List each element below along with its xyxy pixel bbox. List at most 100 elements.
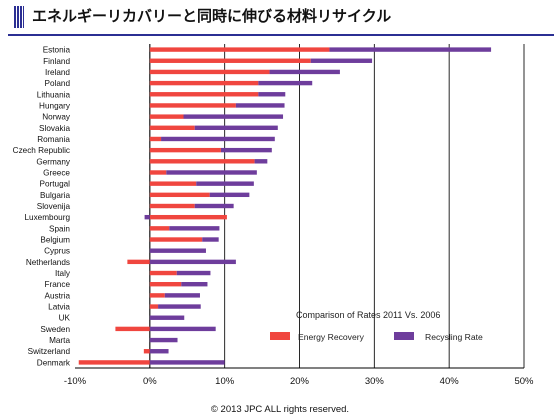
- bar-bulgaria-energy-recovery: [149, 192, 210, 198]
- header-stripe-decoration: [14, 6, 24, 28]
- x-tick-label-20: 20%: [290, 376, 310, 387]
- category-label-estonia: Estonia: [43, 46, 71, 55]
- category-label-sweden: Sweden: [40, 325, 70, 334]
- category-label-netherlands: Netherlands: [26, 258, 70, 267]
- category-label-latvia: Latvia: [48, 303, 70, 312]
- bar-belgium-energy-recovery: [149, 237, 203, 242]
- bar-finland-energy-recovery: [149, 58, 311, 63]
- category-label-portugal: Portugal: [40, 180, 71, 189]
- x-tick-label-0: 0%: [143, 376, 157, 387]
- chart-title: Comparison of Rates 2011 Vs. 2006: [296, 310, 440, 320]
- bar-norway-energy-recovery: [149, 114, 184, 119]
- bar-switzerland-recysling-rate: [149, 349, 169, 354]
- bar-italy-recysling-rate: [176, 270, 211, 276]
- bar-denmark-energy-recovery: [78, 360, 150, 365]
- bar-switzerland-energy-recovery: [143, 349, 150, 354]
- bar-lithuania-energy-recovery: [149, 92, 259, 97]
- category-label-czech-republic: Czech Republic: [13, 146, 70, 155]
- legend-label-energy-recovery: Energy Recovery: [298, 332, 365, 342]
- category-label-france: France: [45, 280, 71, 289]
- bar-sweden-recysling-rate: [149, 326, 216, 332]
- x-tick-label-10: -10%: [64, 376, 87, 387]
- bar-lithuania-recysling-rate: [258, 92, 286, 97]
- x-tick-label-50: 50%: [514, 376, 534, 387]
- legend-label-recycling-rate: Recysling Rate: [425, 332, 483, 342]
- bar-slovakia-recysling-rate: [194, 125, 278, 130]
- bar-bulgaria-recysling-rate: [209, 192, 250, 198]
- bar-poland-recysling-rate: [258, 80, 313, 86]
- bar-czech-republic-energy-recovery: [149, 147, 221, 153]
- bar-slovenija-recysling-rate: [194, 203, 234, 209]
- bar-spain-recysling-rate: [169, 226, 220, 231]
- bar-latvia-recysling-rate: [158, 304, 201, 309]
- x-tick-label-40: 40%: [440, 376, 460, 387]
- category-label-italy: Italy: [55, 269, 71, 278]
- bar-romania-recysling-rate: [161, 136, 275, 142]
- bar-greece-recysling-rate: [166, 170, 257, 175]
- bar-germany-recysling-rate: [254, 159, 268, 164]
- bar-romania-energy-recovery: [149, 136, 162, 142]
- bar-marta-recysling-rate: [149, 337, 178, 343]
- legend: Comparison of Rates 2011 Vs. 2006 Energy…: [270, 310, 483, 342]
- category-label-hungary: Hungary: [39, 101, 71, 110]
- bar-austria-recysling-rate: [164, 293, 200, 298]
- page-title: エネルギーリカバリーと同時に伸びる材料リサイクル: [32, 7, 392, 25]
- bar-luxembourg-energy-recovery: [149, 214, 227, 220]
- bar-luxembourg-recysling-rate: [144, 214, 150, 220]
- title-rule: [8, 34, 554, 36]
- category-label-romania: Romania: [37, 135, 70, 144]
- bar-poland-energy-recovery: [149, 80, 259, 86]
- bar-portugal-recysling-rate: [196, 181, 254, 186]
- bar-hungary-energy-recovery: [149, 103, 236, 108]
- bar-ireland-energy-recovery: [149, 69, 270, 75]
- bar-finland-recysling-rate: [310, 58, 373, 63]
- bar-estonia-energy-recovery: [149, 47, 330, 52]
- x-tick-label-10: 10%: [215, 376, 235, 387]
- bar-austria-energy-recovery: [149, 293, 165, 298]
- category-labels: Estonia Finland Ireland Poland Lithuania Hung…: [13, 46, 71, 368]
- bar-netherlands-energy-recovery: [127, 259, 150, 265]
- category-label-lithuania: Lithuania: [37, 90, 71, 99]
- grid-lines: [75, 44, 525, 369]
- bar-netherlands-recysling-rate: [149, 259, 236, 265]
- bar-spain-energy-recovery: [149, 226, 170, 231]
- bar-norway-recysling-rate: [183, 114, 284, 119]
- category-label-spain: Spain: [49, 224, 70, 233]
- category-label-uk: UK: [59, 314, 71, 323]
- category-label-norway: Norway: [42, 113, 71, 122]
- bar-czech-republic-recysling-rate: [220, 147, 272, 153]
- category-label-marta: Marta: [49, 336, 70, 345]
- bar-latvia-energy-recovery: [149, 304, 159, 309]
- copyright-footer: © 2013 JPC ALL rights reserved.: [210, 404, 350, 415]
- bar-estonia-recysling-rate: [329, 47, 492, 52]
- bar-hungary-recysling-rate: [235, 103, 285, 108]
- bar-sweden-energy-recovery: [115, 326, 150, 332]
- legend-swatch-energy-recovery: [270, 332, 290, 340]
- bar-group: [78, 47, 492, 365]
- x-tick-label-30: 30%: [365, 376, 385, 387]
- category-label-ireland: Ireland: [45, 68, 70, 77]
- bar-italy-energy-recovery: [149, 270, 177, 276]
- category-label-denmark: Denmark: [37, 358, 71, 367]
- bar-belgium-recysling-rate: [202, 237, 219, 242]
- category-label-greece: Greece: [43, 168, 70, 177]
- category-label-austria: Austria: [45, 291, 71, 300]
- bar-denmark-recysling-rate: [149, 360, 225, 365]
- bar-france-recysling-rate: [181, 282, 208, 287]
- bar-cyprus-recysling-rate: [149, 248, 206, 253]
- bar-slovenija-energy-recovery: [149, 203, 195, 209]
- category-label-poland: Poland: [45, 79, 71, 88]
- bar-slovakia-energy-recovery: [149, 125, 195, 130]
- bar-france-energy-recovery: [149, 282, 182, 287]
- bar-uk-recysling-rate: [149, 315, 185, 320]
- x-tick-labels: -10% 0% 10% 20% 30% 40% 50%: [64, 376, 534, 387]
- category-label-switzerland: Switzerland: [28, 347, 71, 356]
- bar-portugal-energy-recovery: [149, 181, 197, 186]
- legend-swatch-recycling-rate: [394, 332, 414, 340]
- bar-greece-energy-recovery: [149, 170, 167, 175]
- category-label-finland: Finland: [43, 57, 70, 66]
- bar-ireland-recysling-rate: [269, 69, 340, 75]
- category-label-cyprus: Cyprus: [44, 247, 70, 256]
